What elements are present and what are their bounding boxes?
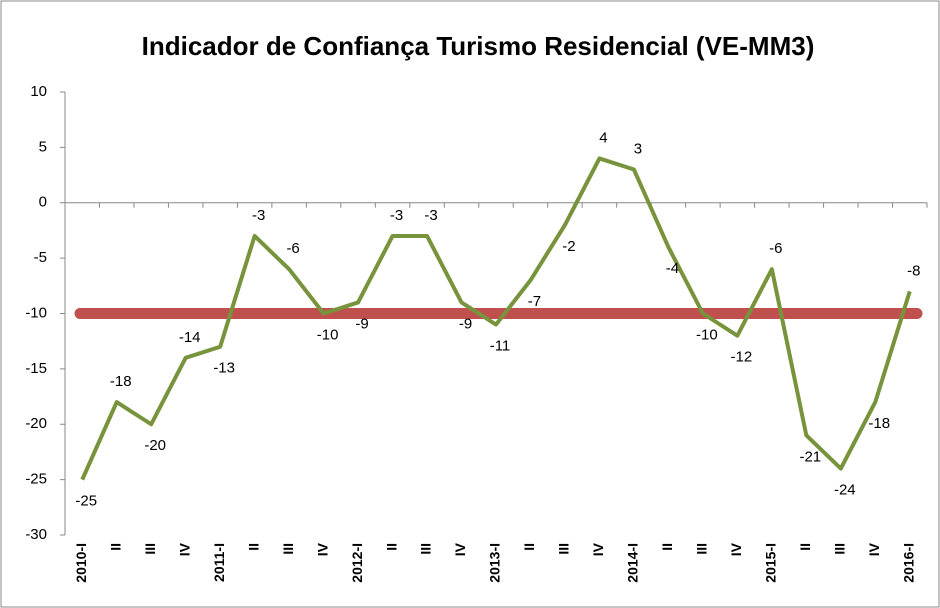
x-tick-label: 2012-I xyxy=(349,543,365,583)
data-label: -9 xyxy=(355,315,368,332)
y-tick-label: 0 xyxy=(39,194,47,211)
x-tick-label: II xyxy=(797,543,813,551)
data-label: -11 xyxy=(490,338,511,355)
x-tick-label: II xyxy=(659,543,675,551)
x-tick-label: II xyxy=(107,543,123,551)
x-tick-label: IV xyxy=(176,542,192,556)
y-tick-label: 10 xyxy=(30,83,47,100)
y-tick-label: -5 xyxy=(34,249,47,266)
x-tick-label: III xyxy=(694,543,710,555)
y-tick-label: 5 xyxy=(39,138,47,155)
data-label: -8 xyxy=(907,262,920,279)
x-tick-label: IV xyxy=(728,542,744,556)
y-tick-label: -20 xyxy=(25,415,47,432)
data-label: -18 xyxy=(110,373,132,390)
data-label: -6 xyxy=(769,240,782,257)
data-label: 3 xyxy=(634,140,642,157)
data-label: -25 xyxy=(75,493,97,510)
data-label: -4 xyxy=(666,260,679,277)
x-tick-label: IV xyxy=(452,542,468,556)
x-tick-label: IV xyxy=(866,542,882,556)
x-tick-label: III xyxy=(556,543,572,555)
data-label: -10 xyxy=(696,326,718,343)
chart-title: Indicador de Confiança Turismo Residenci… xyxy=(142,31,815,61)
data-label: -3 xyxy=(252,207,265,224)
data-label: -18 xyxy=(868,415,890,432)
x-tick-label: II xyxy=(245,543,261,551)
y-tick-label: -15 xyxy=(25,360,47,377)
data-label: -12 xyxy=(731,349,753,366)
x-tick-label: 2011-I xyxy=(211,543,227,582)
data-label: -14 xyxy=(179,329,201,346)
x-tick-label: II xyxy=(521,543,537,551)
data-label: -3 xyxy=(424,207,437,224)
data-label: -9 xyxy=(459,315,472,332)
x-tick-label: II xyxy=(383,543,399,551)
data-label: 4 xyxy=(599,129,607,146)
x-tick-label: 2013-I xyxy=(487,543,503,583)
data-label: -7 xyxy=(528,293,541,310)
x-tick-label: IV xyxy=(590,542,606,556)
data-label: -3 xyxy=(390,207,403,224)
x-tick-label: 2016-I xyxy=(900,543,916,583)
data-label: -10 xyxy=(317,326,339,343)
x-tick-label: III xyxy=(832,543,848,555)
x-tick-label: 2015-I xyxy=(763,543,779,583)
data-label: -21 xyxy=(799,448,821,465)
data-label: -24 xyxy=(834,482,856,499)
line-series xyxy=(80,156,912,481)
x-tick-label: III xyxy=(280,543,296,555)
data-label: -6 xyxy=(286,240,299,257)
x-tick-label: 2010-I xyxy=(73,543,89,583)
y-tick-label: -25 xyxy=(25,471,47,488)
x-tick-label: IV xyxy=(314,542,330,556)
data-label: -2 xyxy=(562,238,575,255)
data-label: -20 xyxy=(144,437,166,454)
x-tick-label: III xyxy=(142,543,158,555)
x-tick-label: 2014-I xyxy=(625,543,641,583)
y-tick-label: -30 xyxy=(25,526,47,543)
data-label: -13 xyxy=(213,360,235,377)
x-tick-label: III xyxy=(418,543,434,555)
y-tick-label: -10 xyxy=(25,304,47,321)
